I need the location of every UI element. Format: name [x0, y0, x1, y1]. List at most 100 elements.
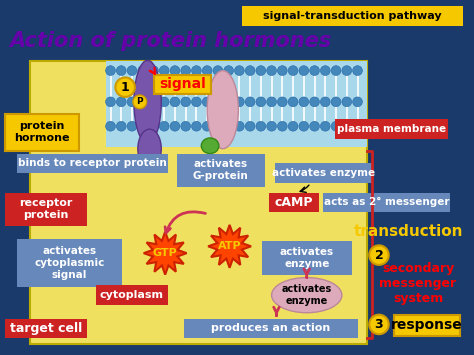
- Text: target cell: target cell: [10, 322, 82, 335]
- Circle shape: [202, 121, 212, 131]
- Circle shape: [299, 97, 309, 107]
- Circle shape: [277, 97, 287, 107]
- Circle shape: [133, 95, 146, 109]
- Text: acts as 2° messenger: acts as 2° messenger: [324, 197, 449, 207]
- Circle shape: [267, 66, 276, 76]
- Bar: [323, 193, 450, 212]
- Bar: [177, 154, 265, 187]
- Circle shape: [202, 66, 212, 76]
- Circle shape: [191, 121, 201, 131]
- Circle shape: [245, 121, 255, 131]
- Circle shape: [170, 121, 180, 131]
- Circle shape: [213, 121, 223, 131]
- Text: response: response: [391, 318, 463, 332]
- Circle shape: [353, 66, 363, 76]
- Circle shape: [331, 66, 341, 76]
- Bar: [335, 119, 448, 139]
- Circle shape: [224, 97, 234, 107]
- Circle shape: [353, 121, 363, 131]
- Bar: [184, 318, 357, 338]
- Circle shape: [310, 97, 319, 107]
- Bar: [5, 318, 87, 338]
- Text: P: P: [137, 97, 143, 106]
- Bar: [96, 285, 168, 305]
- Circle shape: [320, 97, 330, 107]
- Circle shape: [245, 66, 255, 76]
- Circle shape: [181, 97, 191, 107]
- Circle shape: [288, 121, 298, 131]
- Circle shape: [331, 97, 341, 107]
- Circle shape: [299, 121, 309, 131]
- Circle shape: [159, 97, 169, 107]
- Bar: [242, 6, 463, 26]
- Text: secondary
messenger
system: secondary messenger system: [380, 262, 456, 305]
- Bar: [5, 114, 79, 151]
- Polygon shape: [144, 232, 187, 275]
- Circle shape: [277, 121, 287, 131]
- Circle shape: [267, 121, 276, 131]
- Circle shape: [127, 66, 137, 76]
- Bar: [17, 239, 122, 287]
- Text: signal: signal: [159, 77, 206, 91]
- Circle shape: [116, 121, 126, 131]
- Circle shape: [148, 66, 158, 76]
- Circle shape: [159, 66, 169, 76]
- Circle shape: [127, 121, 137, 131]
- Circle shape: [181, 66, 191, 76]
- Circle shape: [106, 66, 115, 76]
- Circle shape: [106, 97, 115, 107]
- Circle shape: [369, 245, 389, 265]
- Circle shape: [288, 66, 298, 76]
- Circle shape: [369, 315, 389, 334]
- Circle shape: [148, 121, 158, 131]
- Circle shape: [127, 97, 137, 107]
- Bar: [393, 315, 460, 336]
- Circle shape: [138, 121, 147, 131]
- Circle shape: [191, 97, 201, 107]
- Text: produces an action: produces an action: [211, 323, 330, 333]
- Circle shape: [235, 97, 244, 107]
- Circle shape: [116, 66, 126, 76]
- Text: binds to receptor protein: binds to receptor protein: [18, 158, 166, 168]
- Ellipse shape: [138, 129, 161, 168]
- Circle shape: [138, 97, 147, 107]
- Text: cAMP: cAMP: [275, 196, 313, 209]
- Circle shape: [235, 121, 244, 131]
- Circle shape: [138, 66, 147, 76]
- Text: GTP: GTP: [153, 248, 178, 258]
- Text: receptor
protein: receptor protein: [19, 198, 73, 220]
- Circle shape: [320, 66, 330, 76]
- Text: cytoplasm: cytoplasm: [100, 290, 164, 300]
- Circle shape: [191, 66, 201, 76]
- Circle shape: [235, 66, 244, 76]
- Circle shape: [342, 121, 352, 131]
- Ellipse shape: [134, 60, 161, 143]
- Circle shape: [288, 97, 298, 107]
- Circle shape: [310, 66, 319, 76]
- Circle shape: [342, 97, 352, 107]
- Circle shape: [353, 97, 363, 107]
- Bar: [5, 193, 87, 226]
- Bar: [30, 61, 367, 344]
- Bar: [106, 61, 367, 147]
- Circle shape: [245, 97, 255, 107]
- Circle shape: [256, 121, 266, 131]
- Circle shape: [213, 97, 223, 107]
- Text: activates enzyme: activates enzyme: [272, 168, 375, 178]
- Circle shape: [202, 97, 212, 107]
- Circle shape: [116, 97, 126, 107]
- Circle shape: [256, 66, 266, 76]
- Ellipse shape: [272, 278, 342, 313]
- Ellipse shape: [207, 71, 238, 149]
- Text: signal-transduction pathway: signal-transduction pathway: [263, 11, 442, 21]
- Circle shape: [106, 121, 115, 131]
- Text: ATP: ATP: [218, 241, 241, 251]
- Text: activates
cytoplasmic
signal: activates cytoplasmic signal: [34, 246, 105, 279]
- Text: plasma membrane: plasma membrane: [337, 124, 446, 134]
- Bar: [269, 193, 319, 212]
- Text: activates
G-protein: activates G-protein: [193, 159, 249, 181]
- Circle shape: [310, 121, 319, 131]
- Circle shape: [224, 66, 234, 76]
- Circle shape: [256, 97, 266, 107]
- Text: 3: 3: [374, 318, 383, 331]
